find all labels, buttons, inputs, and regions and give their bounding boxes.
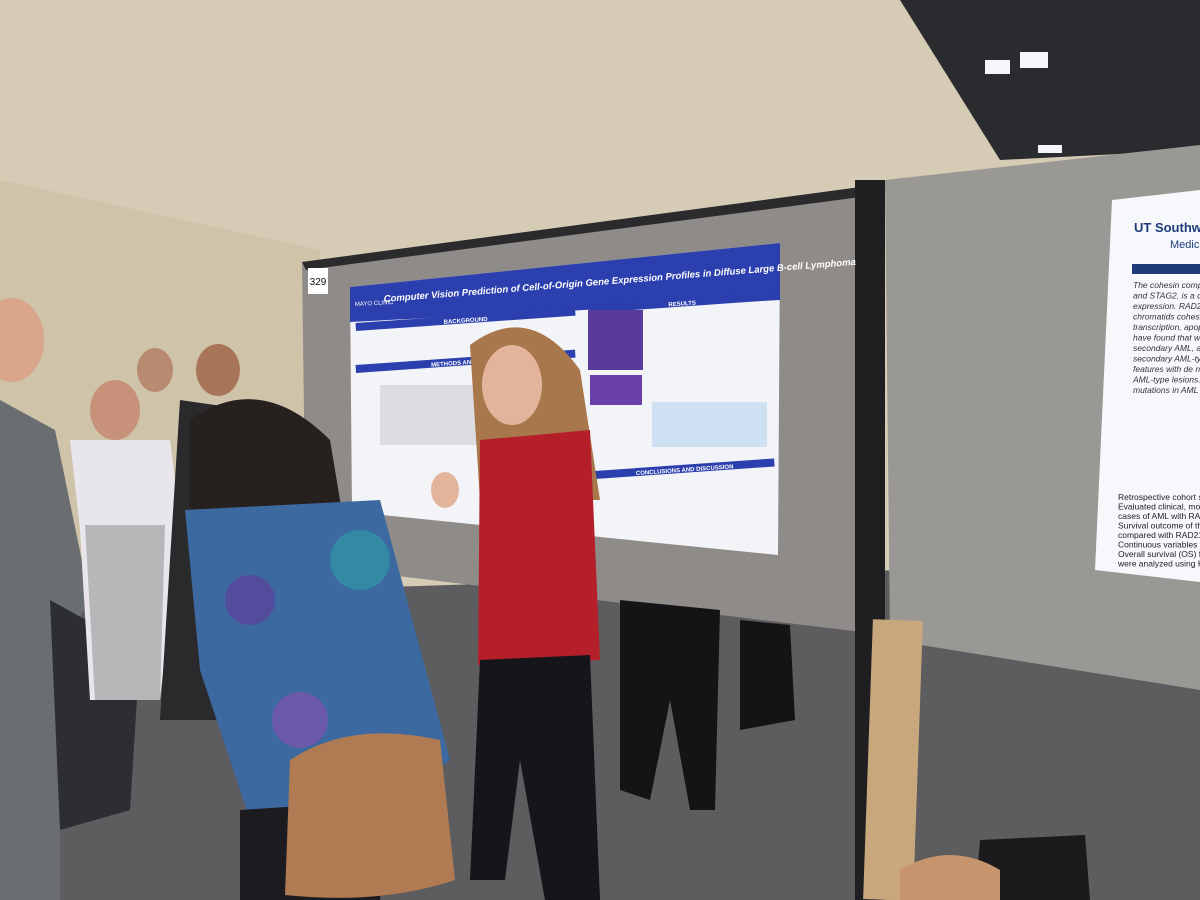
- poster-image: [588, 310, 643, 370]
- poster-bullet: cases of AML with RAD2: [1118, 511, 1200, 521]
- poster-header: UT Southw: [1134, 220, 1200, 235]
- poster-line: secondary AML-type m: [1133, 354, 1200, 364]
- poster-bullet: Continuous variables we: [1118, 540, 1200, 550]
- bag-on-floor: [900, 855, 1000, 900]
- poster-line: transcription, apoptos: [1133, 322, 1200, 332]
- section-heading: METHODS AND DESIGN: [431, 358, 500, 369]
- bag-on-floor: [975, 835, 1090, 900]
- poster-line: The cohesin complex,: [1133, 280, 1200, 290]
- section-heading: BACKGROUND: [444, 317, 489, 326]
- poster-line: expression. RAD21 is: [1133, 301, 1200, 311]
- poster-table: [652, 402, 767, 447]
- poster-paper: [1095, 190, 1200, 582]
- poster-line: chromatids cohesion,: [1133, 312, 1200, 322]
- poster-tube: [863, 619, 923, 900]
- poster-line: AML-type lesions. The p: [1132, 375, 1200, 385]
- poster-logo: MAYO CLINIC: [355, 300, 394, 308]
- poster-image: [590, 375, 642, 405]
- poster-line: features with de novo A: [1133, 364, 1200, 374]
- poster-bullet: Overall survival (OS) fro: [1118, 549, 1200, 559]
- section-heading: RESULTS: [668, 301, 696, 309]
- ceiling: [900, 0, 1200, 160]
- poster-line: have found that while: [1133, 333, 1200, 343]
- poster-text: The cohesin complex,and STAG2, is a crit…: [1117, 280, 1200, 569]
- poster-line: mutations in AML rema: [1133, 385, 1200, 395]
- number-card: [308, 268, 328, 294]
- ceiling-light: [985, 60, 1010, 74]
- poster-bullet: Evaluated clinical, mol: [1118, 502, 1200, 512]
- poster-rule: [1132, 264, 1200, 274]
- person-behind-board: [620, 600, 795, 810]
- section-band: [355, 307, 576, 331]
- ceiling-light: [1020, 52, 1048, 68]
- person-presenter: [431, 327, 600, 900]
- person-visitor: [185, 399, 455, 900]
- person-background-woman: [70, 380, 180, 700]
- poster-bullet: compared with RAD21 a: [1118, 530, 1200, 540]
- poster-bullet: Retrospective cohort st: [1118, 492, 1200, 502]
- section-band: [589, 292, 775, 313]
- poster-bullet: were analyzed using Kap: [1117, 559, 1200, 569]
- poster-figure: [380, 385, 490, 445]
- ceiling-light: [1038, 145, 1062, 153]
- board-frame: [302, 186, 868, 270]
- poster-bullet: Survival outcome of the: [1118, 521, 1200, 531]
- section-band: [594, 458, 775, 479]
- poster-line: secondary AML, advers: [1133, 343, 1200, 353]
- poster-number: 329: [310, 277, 327, 288]
- poster-subheader: Medic: [1170, 239, 1200, 251]
- poster-line: and STAG2, is a critica: [1133, 291, 1200, 301]
